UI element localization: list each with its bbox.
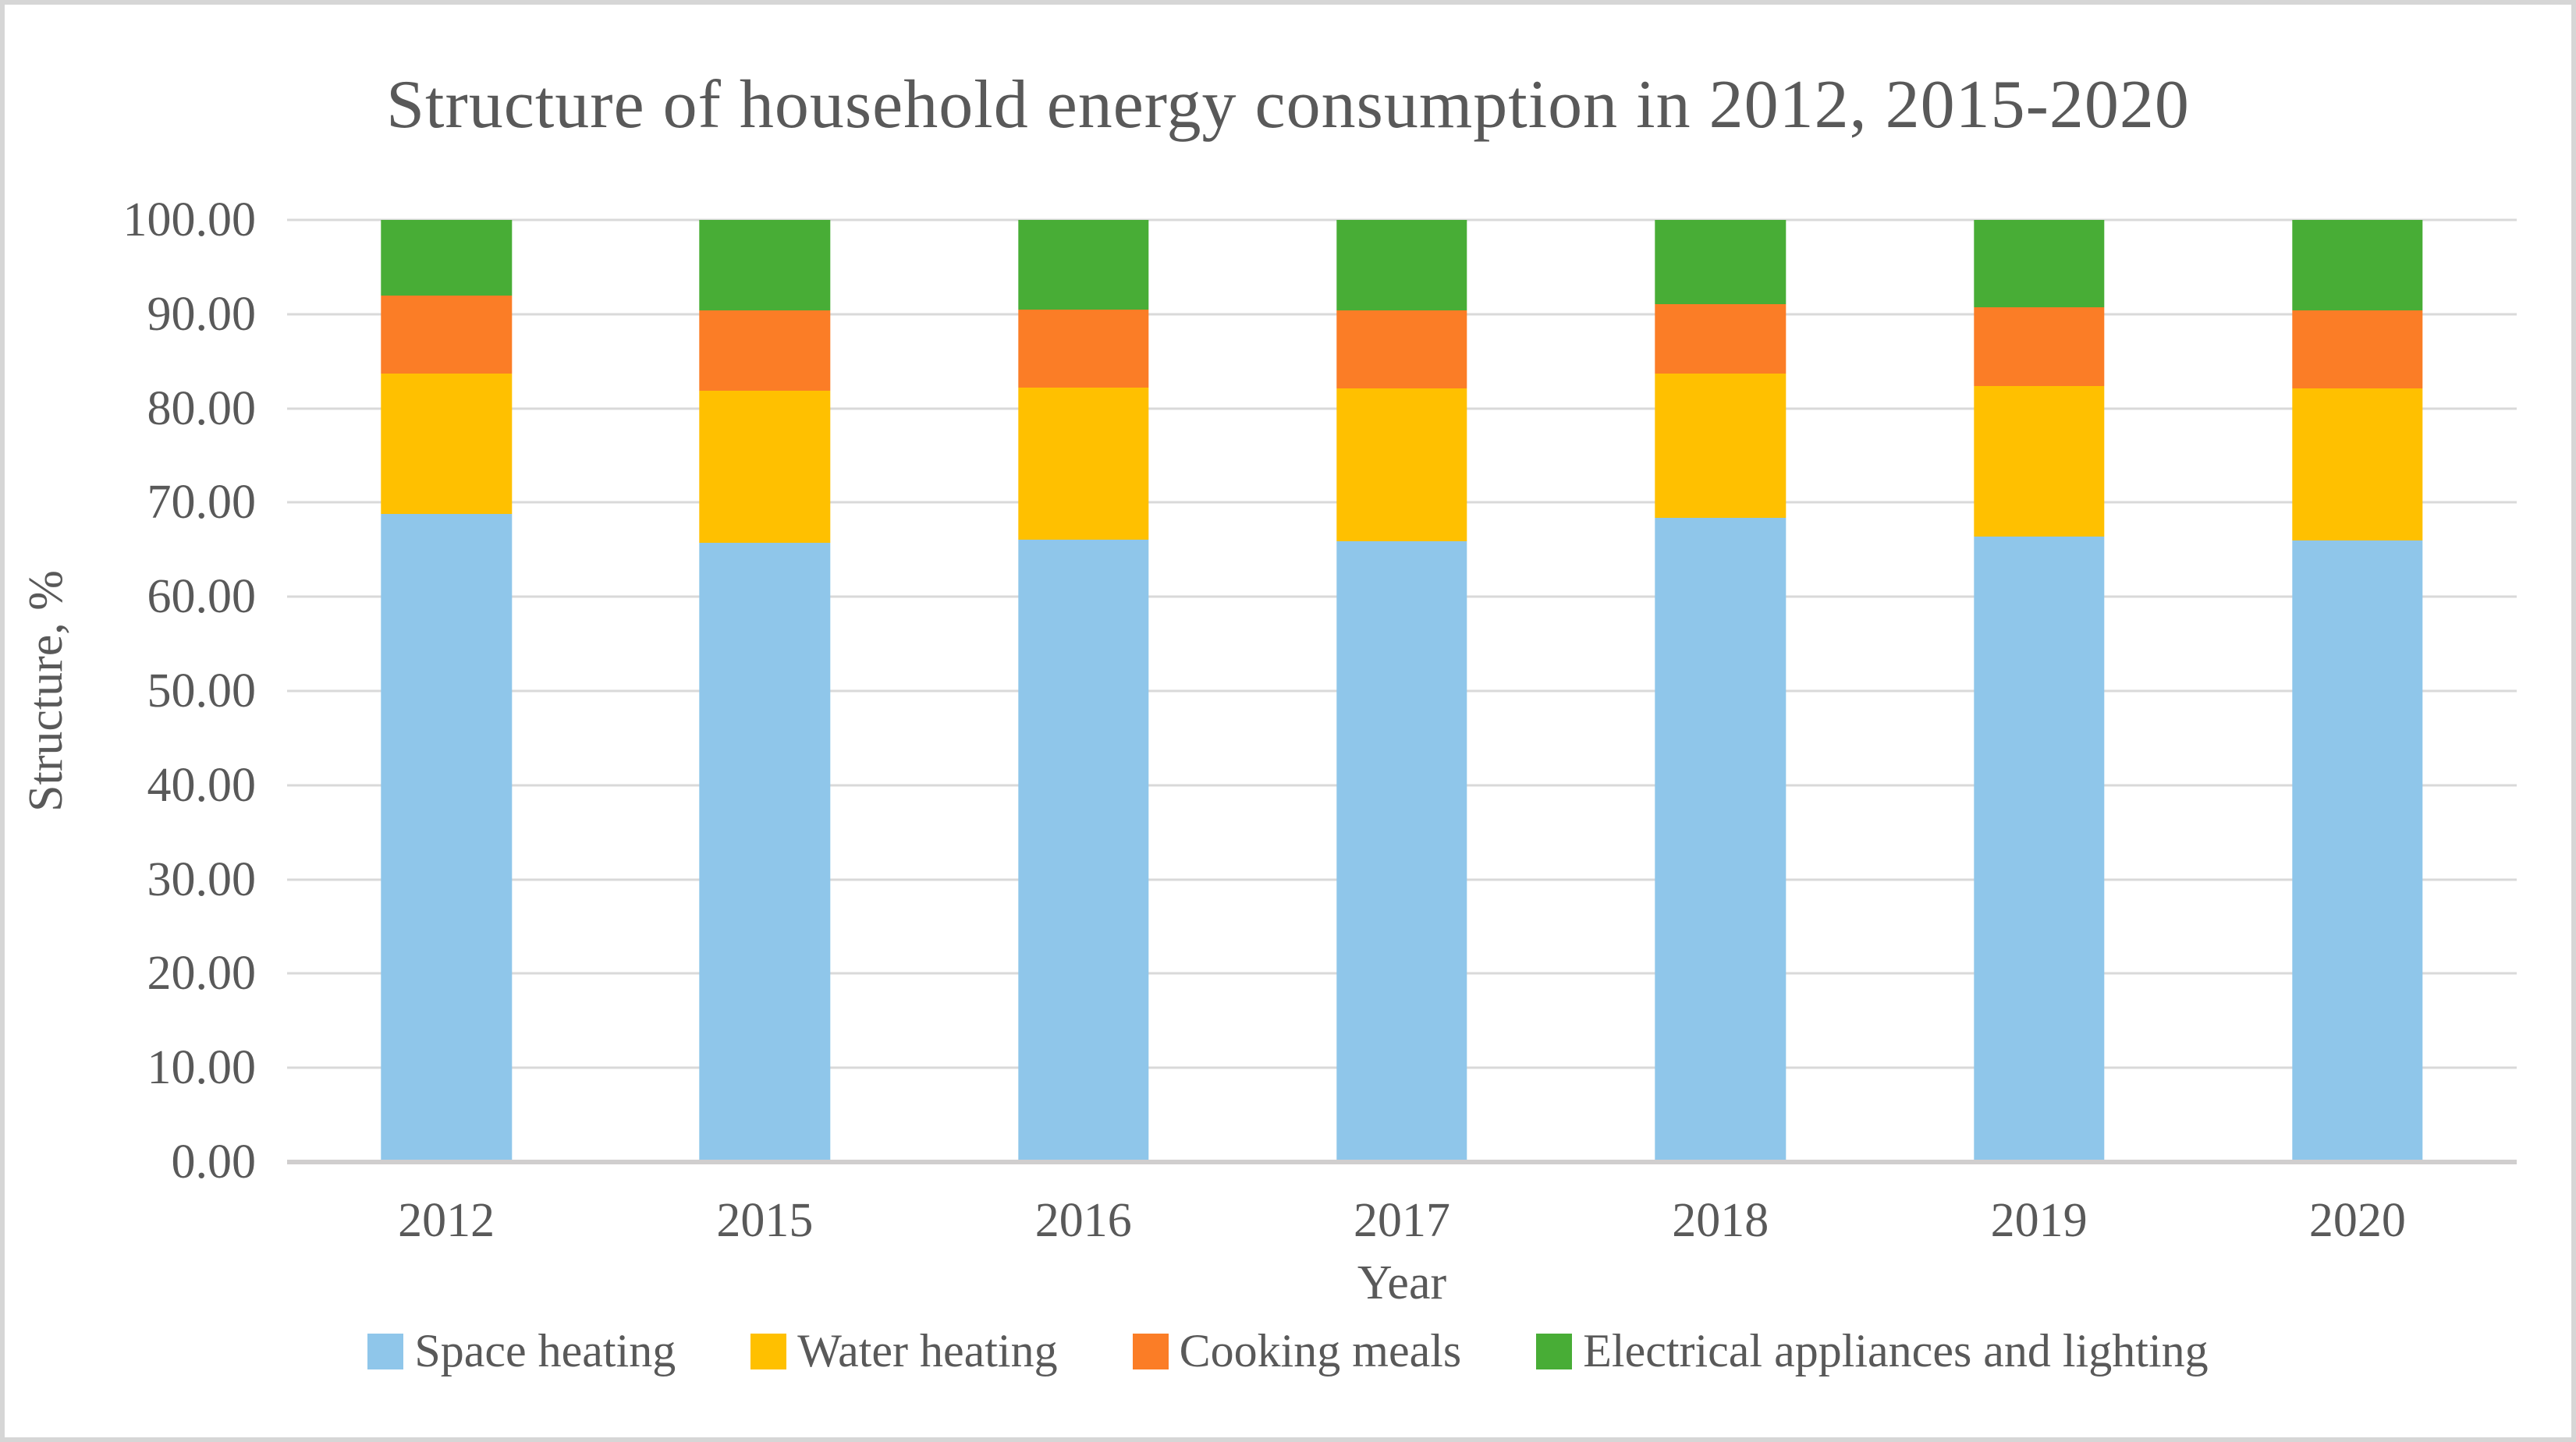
legend: Space heating Water heating Cooking meals E… <box>5 1324 2571 1378</box>
bar-segment-2012-space-heating <box>381 513 512 1162</box>
bar-segment-2016-cooking-meals <box>1018 309 1149 388</box>
chart-title: Structure of household energy consumptio… <box>386 67 2190 143</box>
legend-label: Cooking meals <box>1179 1325 1462 1376</box>
y-tick-label-50.00: 50.00 <box>147 664 257 717</box>
bar-segment-2012-cooking-meals <box>381 295 512 374</box>
x-axis-title: Year <box>1357 1256 1447 1309</box>
bar-segment-2016-electrical-appliances-and-lighting <box>1018 220 1149 310</box>
y-tick-label-60.00: 60.00 <box>147 570 257 624</box>
legend-swatch-icon <box>1132 1333 1169 1369</box>
bar-segment-2019-cooking-meals <box>1973 307 2105 386</box>
legend-swatch-icon <box>750 1333 787 1369</box>
stacked-bar-2019 <box>1973 220 2105 1162</box>
y-tick-label-90.00: 90.00 <box>147 287 257 341</box>
bar-slot-2016 <box>924 220 1243 1162</box>
bar-slot-2012 <box>287 220 605 1162</box>
y-tick-label-40.00: 40.00 <box>147 758 257 812</box>
bar-segment-2017-cooking-meals <box>1336 310 1467 389</box>
y-tick-label-10.00: 10.00 <box>147 1041 257 1095</box>
y-tick-label-30.00: 30.00 <box>147 852 257 906</box>
bar-segment-2019-water-heating <box>1973 385 2105 537</box>
y-tick-label-20.00: 20.00 <box>147 947 257 1001</box>
x-axis-tick-labels: 2012 2015 2016 2017 2018 2019 2020 <box>287 1193 2517 1263</box>
bar-segment-2020-water-heating <box>2292 388 2423 540</box>
legend-swatch-icon <box>1536 1333 1573 1369</box>
legend-label: Water heating <box>797 1325 1058 1376</box>
bar-segment-2018-space-heating <box>1655 517 1786 1162</box>
y-tick-label-100.00: 100.00 <box>122 193 257 246</box>
bar-segment-2018-water-heating <box>1655 373 1786 518</box>
plot-area <box>287 218 2517 1164</box>
legend-item-cooking-meals: Cooking meals <box>1132 1324 1462 1378</box>
bar-segment-2015-water-heating <box>699 390 831 544</box>
x-tick-label-2015: 2015 <box>716 1194 814 1247</box>
bar-segment-2016-space-heating <box>1018 539 1149 1162</box>
bar-segment-2019-space-heating <box>1973 536 2105 1162</box>
bar-segment-2017-electrical-appliances-and-lighting <box>1336 220 1467 310</box>
legend-item-electrical-appliances-and-lighting: Electrical appliances and lighting <box>1536 1324 2209 1378</box>
x-tick-label-2018: 2018 <box>1672 1194 1769 1247</box>
bar-segment-2020-space-heating <box>2292 540 2423 1162</box>
x-tick-label-2020: 2020 <box>2308 1194 2406 1247</box>
y-tick-label-80.00: 80.00 <box>147 381 257 435</box>
bar-segment-2018-electrical-appliances-and-lighting <box>1655 220 1786 304</box>
bar-slot-2017 <box>1243 220 1561 1162</box>
stacked-bar-2020 <box>2292 220 2423 1162</box>
bar-slot-2019 <box>1879 220 2198 1162</box>
bar-segment-2018-cooking-meals <box>1655 303 1786 374</box>
stacked-bar-2012 <box>381 220 512 1162</box>
bar-segment-2017-water-heating <box>1336 388 1467 541</box>
x-axis-line <box>287 1160 2517 1164</box>
bar-segment-2020-electrical-appliances-and-lighting <box>2292 220 2423 310</box>
y-axis-tick-labels: 0.00 10.00 20.00 30.00 40.00 50.00 60.00 70.00 8… <box>5 196 262 1186</box>
x-tick-label-2012: 2012 <box>398 1194 495 1247</box>
stacked-bar-2018 <box>1655 220 1786 1162</box>
bar-segment-2012-electrical-appliances-and-lighting <box>381 220 512 296</box>
legend-item-space-heating: Space heating <box>367 1324 676 1378</box>
legend-swatch-icon <box>367 1333 404 1369</box>
stacked-bar-2015 <box>699 220 831 1162</box>
legend-item-water-heating: Water heating <box>750 1324 1058 1378</box>
bar-slot-2020 <box>2198 220 2517 1162</box>
bar-slot-2018 <box>1561 220 1879 1162</box>
bar-segment-2012-water-heating <box>381 373 512 514</box>
bar-segment-2019-electrical-appliances-and-lighting <box>1973 220 2105 308</box>
gridline-100 <box>287 218 2517 221</box>
x-tick-label-2016: 2016 <box>1034 1194 1132 1247</box>
stacked-bar-2017 <box>1336 220 1467 1162</box>
bar-segment-2017-space-heating <box>1336 540 1467 1162</box>
y-tick-label-0.00: 0.00 <box>171 1136 257 1189</box>
legend-label: Space heating <box>414 1325 676 1376</box>
bar-segment-2015-electrical-appliances-and-lighting <box>699 220 831 310</box>
bar-segment-2020-cooking-meals <box>2292 310 2423 389</box>
bar-segment-2016-water-heating <box>1018 388 1149 540</box>
x-tick-label-2017: 2017 <box>1354 1194 1450 1247</box>
legend-label: Electrical appliances and lighting <box>1583 1325 2209 1376</box>
x-tick-label-2019: 2019 <box>1990 1194 2088 1247</box>
y-tick-label-70.00: 70.00 <box>147 476 257 530</box>
bar-segment-2015-cooking-meals <box>699 310 831 391</box>
bar-segment-2015-space-heating <box>699 543 831 1162</box>
bar-slot-2015 <box>605 220 924 1162</box>
stacked-bar-2016 <box>1018 220 1149 1162</box>
